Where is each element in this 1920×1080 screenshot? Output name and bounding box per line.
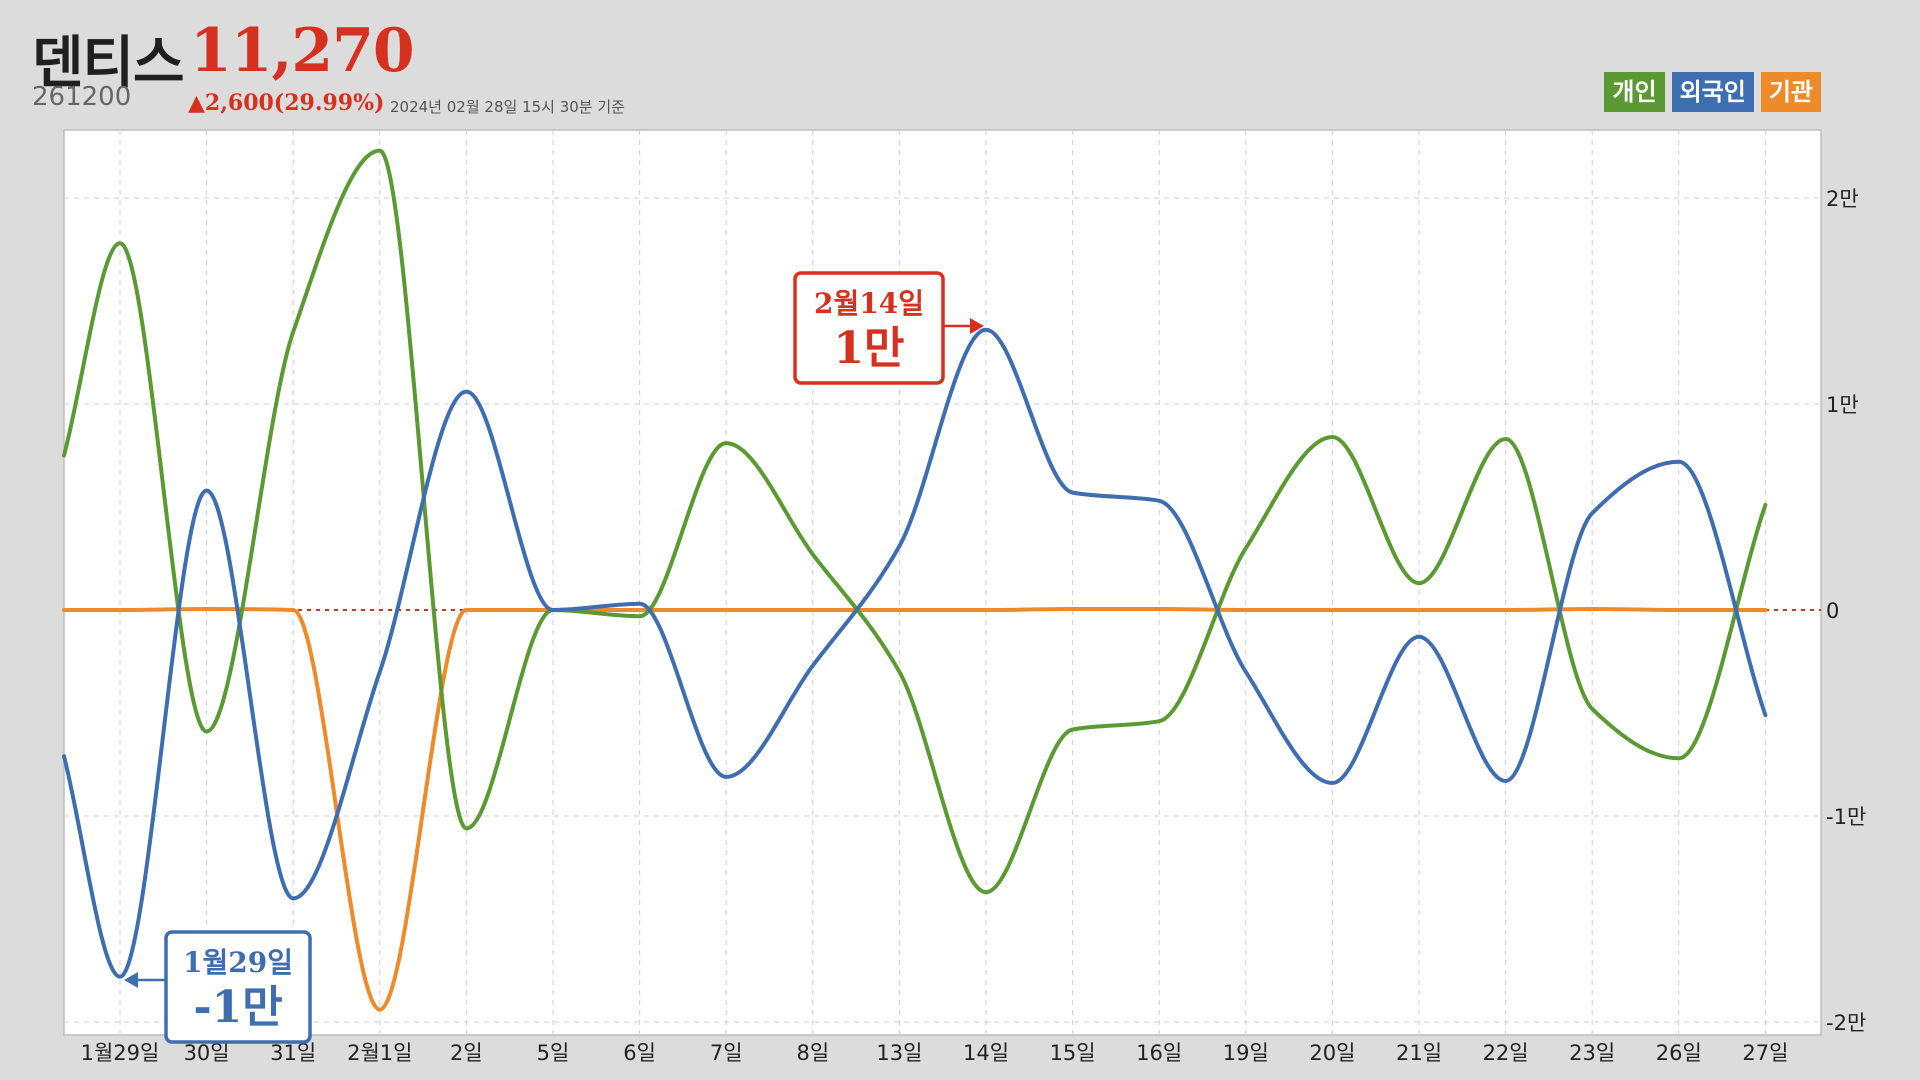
x-tick-label: 8일 bbox=[796, 1041, 829, 1065]
x-tick-label: 22일 bbox=[1483, 1041, 1529, 1065]
x-tick-label: 20일 bbox=[1309, 1041, 1355, 1065]
stock-name: 덴티스 bbox=[32, 31, 185, 96]
callout-box bbox=[793, 271, 945, 385]
x-tick-label: 1월29일 bbox=[81, 1041, 160, 1065]
header: 덴티스 11,270 261200 ▲2,600(29.99%) 2024년 0… bbox=[0, 0, 1920, 125]
x-tick-label: 5일 bbox=[537, 1041, 570, 1065]
axis-ticks: 1월29일 30일 31일 2월1일 2일 5일 6일 7일 8일 13일 14일 15일 16일 19일… bbox=[81, 187, 1867, 1065]
x-tick-label: 26일 bbox=[1656, 1041, 1702, 1065]
stock-price: 11,270 bbox=[190, 16, 415, 86]
x-tick-label: 23일 bbox=[1569, 1041, 1615, 1065]
stock-code: 261200 bbox=[32, 82, 132, 112]
callout-value: -1만 bbox=[193, 982, 282, 1033]
callout-date: 1월29일 bbox=[183, 946, 293, 979]
series-line-foreign bbox=[62, 327, 1768, 979]
x-tick-label: 2일 bbox=[450, 1041, 483, 1065]
x-tick-label: 16일 bbox=[1136, 1041, 1182, 1065]
callout-box bbox=[164, 930, 312, 1044]
plot-area bbox=[63, 129, 1822, 1036]
x-tick-label: 13일 bbox=[876, 1041, 922, 1065]
legend-institution: 기관 bbox=[1760, 72, 1821, 112]
x-tick-label: 27일 bbox=[1742, 1041, 1788, 1065]
x-tick-label: 2월1일 bbox=[347, 1041, 412, 1065]
callout-value: 1만 bbox=[833, 323, 904, 374]
x-tick-label: 30일 bbox=[184, 1041, 230, 1065]
x-tick-label: 19일 bbox=[1223, 1041, 1269, 1065]
x-tick-label: 15일 bbox=[1050, 1041, 1096, 1065]
x-tick-label: 14일 bbox=[963, 1041, 1009, 1065]
callout-arrowhead bbox=[124, 972, 138, 988]
callout-date: 2월14일 bbox=[814, 287, 924, 320]
legend-foreign: 외국인 bbox=[1671, 72, 1754, 112]
x-tick-label: 7일 bbox=[710, 1041, 743, 1065]
series-line-institution bbox=[62, 606, 1768, 1012]
y-tick-label: -1만 bbox=[1826, 805, 1866, 829]
y-tick-label: 1만 bbox=[1826, 393, 1859, 417]
x-tick-label: 6일 bbox=[623, 1041, 656, 1065]
legend-individual: 개인 bbox=[1604, 72, 1665, 112]
timestamp: 2024년 02월 28일 15시 30분 기준 bbox=[390, 98, 625, 116]
series-line-individual bbox=[62, 148, 1768, 895]
legend: 개인 외국인 기관 bbox=[1604, 72, 1821, 112]
callout-jan29: 1월29일-1만 bbox=[124, 930, 312, 1044]
callout-arrowhead bbox=[970, 318, 984, 334]
series-lines bbox=[62, 148, 1768, 1012]
y-tick-label: -2만 bbox=[1826, 1011, 1866, 1035]
price-change: ▲2,600(29.99%) bbox=[188, 90, 385, 116]
x-tick-label: 31일 bbox=[270, 1041, 316, 1065]
y-tick-label: 0 bbox=[1826, 599, 1839, 623]
y-tick-label: 2만 bbox=[1826, 187, 1859, 211]
x-tick-label: 21일 bbox=[1396, 1041, 1442, 1065]
